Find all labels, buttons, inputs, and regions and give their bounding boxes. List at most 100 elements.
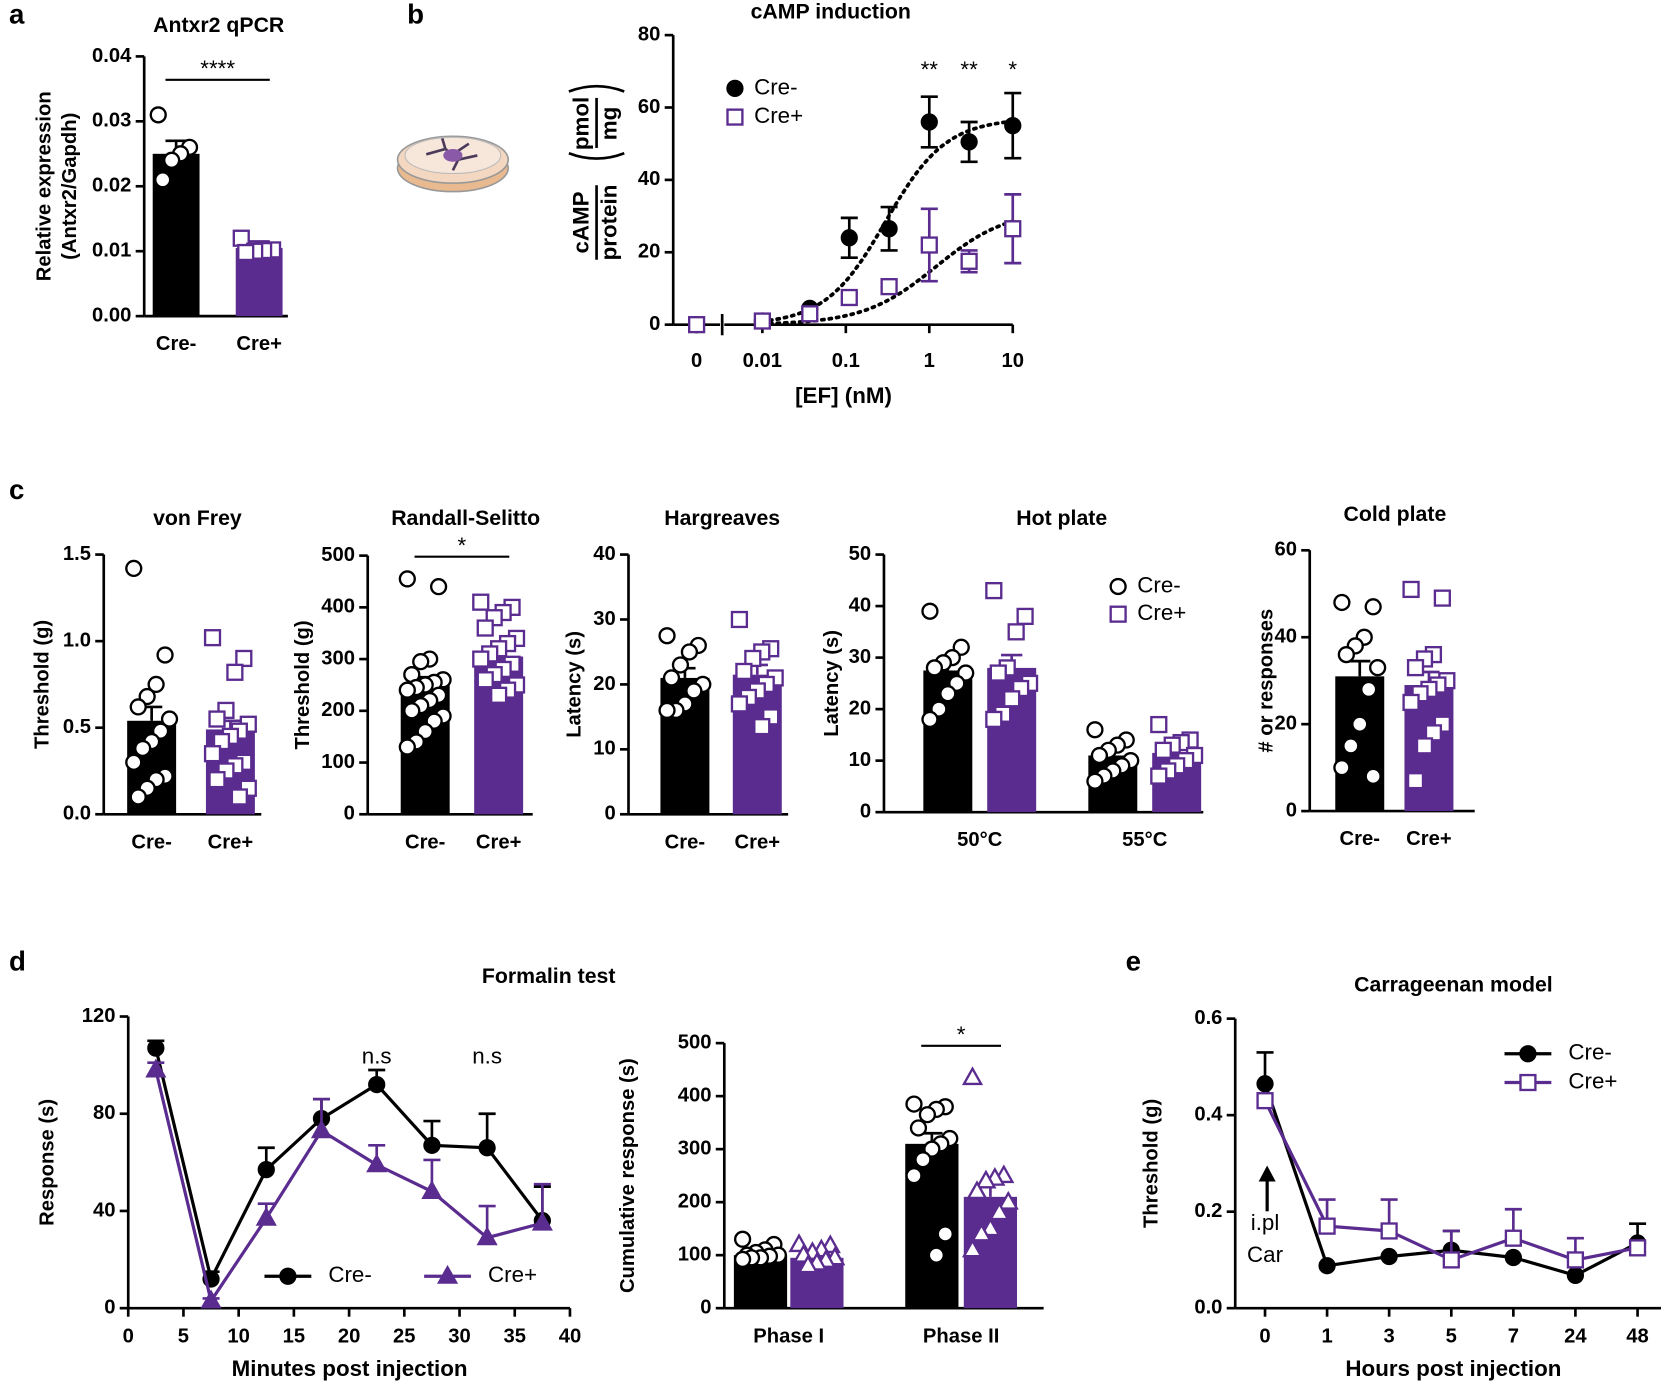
x-tick-label: Phase II [923, 1325, 999, 1347]
y-tick-label: 20 [1274, 713, 1297, 735]
data-point [970, 1222, 993, 1242]
series-line [154, 1069, 543, 1305]
x-tick-label: Cre- [1340, 828, 1380, 850]
data-point [1628, 1239, 1647, 1257]
y-axis-label: (Antxr2/Gapdh) [59, 113, 81, 260]
data-point [1342, 737, 1360, 755]
data-point [1256, 1092, 1274, 1110]
x-tick-label: 7 [1508, 1325, 1519, 1347]
y-tick-label: 1.0 [63, 629, 91, 651]
data-point [925, 659, 944, 677]
legend-marker [1519, 1045, 1537, 1063]
data-point [478, 1139, 496, 1157]
panel-label: e [1126, 946, 1141, 977]
annotation: n.s [362, 1044, 392, 1069]
y-tick-label: 0.02 [92, 175, 131, 197]
x-axis-label: [EF] (nM) [795, 383, 892, 408]
data-point [531, 1211, 553, 1231]
data-point [975, 1169, 997, 1189]
data-point [1380, 1222, 1398, 1240]
data-point [403, 702, 421, 720]
data-point [1424, 724, 1443, 742]
data-point [129, 698, 147, 716]
y-tick-label: 1.5 [63, 543, 91, 565]
data-point [1504, 1229, 1522, 1247]
data-point [429, 578, 448, 596]
data-point [905, 1095, 923, 1113]
y-tick-label: 0.01 [92, 240, 131, 262]
data-point [203, 629, 222, 647]
legend-marker [1109, 577, 1127, 596]
annotation: ** [960, 57, 978, 82]
data-point [685, 682, 703, 700]
data-point [753, 312, 771, 330]
data-point [147, 675, 165, 694]
panel-label: c [9, 474, 24, 505]
y-tick-label: 500 [321, 544, 355, 566]
legend-label: Cre- [328, 1262, 371, 1287]
data-point [920, 236, 938, 254]
legend-marker [279, 1267, 297, 1285]
x-tick-label: Cre- [665, 831, 705, 853]
y-tick-label: 0 [700, 1297, 711, 1319]
x-tick-label: 35 [503, 1325, 526, 1347]
legend-marker [1519, 1073, 1537, 1092]
y-tick-label: 80 [638, 23, 661, 45]
y-tick-label: 40 [638, 168, 661, 190]
y-tick-label: 120 [82, 1005, 116, 1027]
bracket [568, 152, 625, 160]
data-point [125, 753, 143, 771]
data-point [1406, 659, 1425, 677]
data-point [730, 695, 749, 713]
panel-title: cAMP induction [751, 0, 911, 23]
data-point [203, 745, 222, 763]
y-tick-label: 0.00 [92, 304, 131, 326]
legend-marker [1109, 605, 1127, 623]
y-tick-label: 0.0 [63, 803, 91, 825]
data-point [398, 570, 416, 588]
y-axis-label: Response (s) [37, 1099, 59, 1226]
y-tick-label: 40 [93, 1199, 116, 1221]
data-point [160, 710, 179, 728]
legend-label: Cre+ [1568, 1068, 1617, 1093]
y-tick-label: 30 [849, 646, 872, 668]
y-tick-label: 0 [860, 800, 871, 822]
y-tick-label: 0.4 [1194, 1103, 1223, 1125]
x-axis-label: Minutes post injection [232, 1356, 468, 1381]
data-point [1566, 1251, 1585, 1269]
data-point [208, 771, 226, 789]
data-point [985, 582, 1003, 600]
y-axis-label-part: pmol [569, 97, 594, 150]
data-point [310, 1119, 333, 1139]
y-tick-label: 0.04 [92, 45, 132, 67]
x-tick-label: 55°C [1122, 829, 1168, 851]
data-point [490, 686, 508, 704]
data-point [1154, 741, 1172, 759]
data-point [156, 646, 174, 664]
data-point [412, 653, 430, 671]
legend-label: Cre- [1137, 572, 1180, 597]
y-tick-label: 80 [93, 1102, 116, 1124]
y-tick-label: 300 [678, 1137, 712, 1159]
y-tick-label: 20 [593, 673, 615, 695]
y-tick-label: 400 [321, 596, 355, 618]
x-tick-label: 24 [1564, 1325, 1587, 1347]
data-point [398, 681, 416, 699]
legend-label: Cre- [754, 74, 797, 99]
data-point [1369, 659, 1387, 677]
data-point [671, 656, 690, 674]
x-tick-label: 5 [178, 1325, 189, 1347]
legend-label: Cre- [1568, 1040, 1611, 1065]
annotation: * [1008, 57, 1017, 82]
data-point [1086, 721, 1104, 739]
y-tick-label: 200 [678, 1190, 712, 1212]
data-point [398, 738, 416, 756]
data-point [662, 669, 681, 687]
panel-title: Carrageenan model [1354, 972, 1553, 996]
y-tick-label: 50 [849, 543, 872, 565]
data-point [997, 1190, 1019, 1210]
data-point [753, 718, 771, 736]
data-point [989, 664, 1007, 682]
y-axis-label: Threshold (g) [31, 620, 53, 749]
